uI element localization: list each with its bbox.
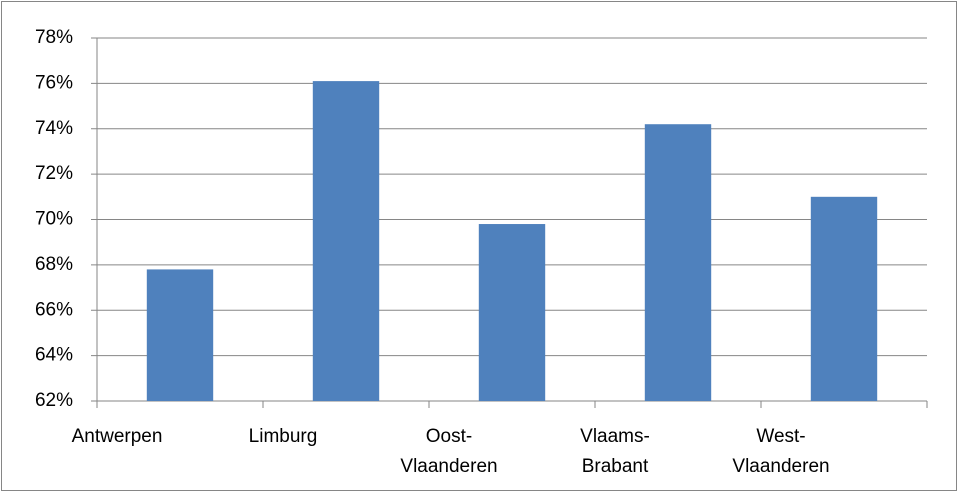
y-tick-label: 62%	[35, 390, 73, 411]
x-tick-label: Oost-Vlaanderen	[400, 426, 497, 477]
x-tick-label: Limburg	[249, 426, 318, 447]
x-tick-label: Vlaams-Brabant	[580, 426, 650, 477]
bar	[810, 196, 878, 401]
y-tick-label: 64%	[35, 345, 73, 366]
x-tick-label: West-Vlaanderen	[732, 426, 829, 477]
y-tick-label: 72%	[35, 163, 73, 184]
x-tick-label: Antwerpen	[72, 426, 163, 447]
bar	[312, 81, 380, 401]
y-tick-label: 70%	[35, 209, 73, 230]
bar	[478, 224, 546, 401]
y-tick-label: 66%	[35, 299, 73, 320]
bar	[644, 124, 712, 402]
bar	[146, 269, 214, 401]
y-tick-label: 68%	[35, 254, 73, 275]
y-tick-label: 74%	[35, 118, 73, 139]
y-tick-label: 78%	[35, 27, 73, 48]
y-tick-label: 76%	[35, 72, 73, 93]
